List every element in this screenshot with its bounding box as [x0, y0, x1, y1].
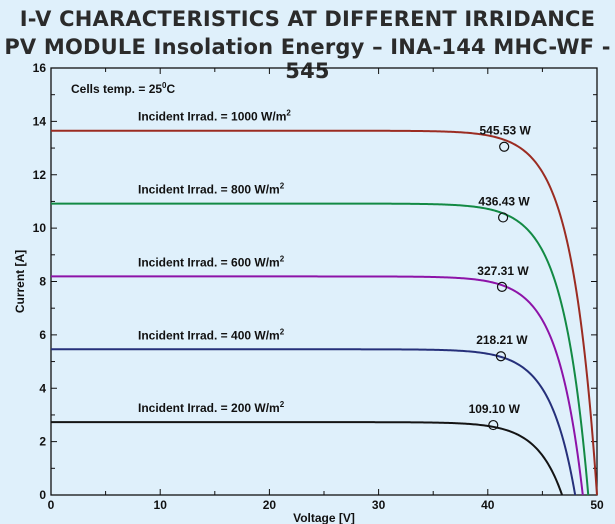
mpp-power-label: 545.53 W [479, 124, 531, 138]
y-tick-label: 2 [39, 435, 46, 449]
chart-title: I-V CHARACTERISTICS AT DIFFERENT IRRIDAN… [19, 7, 596, 31]
mpp-power-label: 436.43 W [478, 194, 530, 208]
x-tick-label: 50 [590, 498, 604, 512]
irradiance-label: Incident Irrad. = 400 W/m2 [138, 327, 285, 342]
mpp-power-label: 327.31 W [477, 264, 529, 278]
iv-curve-4 [51, 348, 577, 496]
y-tick-label: 16 [33, 61, 47, 75]
x-tick-label: 0 [48, 498, 55, 512]
chart-subtitle: PV MODULE Insolation Energy – INA-144 MH… [4, 35, 611, 83]
mpp-marker [497, 212, 509, 223]
iv-curve-5 [51, 421, 564, 496]
iv-curve-2 [51, 202, 590, 496]
mpp-power-label: 218.21 W [476, 333, 528, 347]
irradiance-label: Incident Irrad. = 800 W/m2 [138, 182, 285, 197]
y-tick-label: 6 [39, 328, 46, 342]
irradiance-label: Incident Irrad. = 600 W/m2 [138, 254, 285, 269]
mpp-marker [496, 281, 508, 292]
iv-curve-1 [51, 129, 598, 496]
x-tick-label: 40 [481, 498, 495, 512]
y-tick-label: 14 [33, 114, 47, 128]
cell-temp-annotation: Cells temp. = 250C [71, 81, 176, 96]
mpp-marker [488, 419, 499, 431]
x-axis-title: Voltage [V] [293, 511, 355, 524]
y-tick-label: 10 [33, 221, 47, 235]
x-tick-label: 30 [372, 498, 386, 512]
y-tick-label: 4 [39, 381, 46, 395]
x-tick-label: 20 [263, 498, 277, 512]
y-tick-label: 0 [39, 488, 46, 502]
mpp-marker [495, 351, 507, 362]
mpp-marker [499, 141, 510, 152]
irradiance-label: Incident Irrad. = 1000 W/m2 [138, 109, 291, 124]
y-axis-title: Current [A] [13, 250, 27, 313]
y-tick-label: 8 [39, 275, 46, 289]
mpp-power-label: 109.10 W [469, 402, 521, 416]
x-tick-label: 10 [154, 498, 168, 512]
iv-curve-3 [51, 275, 584, 496]
y-tick-label: 12 [33, 168, 47, 182]
irradiance-label: Incident Irrad. = 200 W/m2 [138, 400, 285, 415]
